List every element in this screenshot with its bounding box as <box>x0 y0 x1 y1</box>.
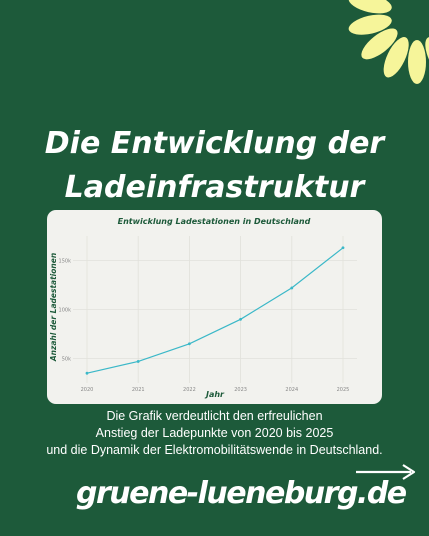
data-point <box>136 360 140 363</box>
x-tick-label: 2023 <box>234 387 247 393</box>
data-point <box>85 371 89 375</box>
series-line <box>86 247 344 374</box>
data-point <box>290 286 294 290</box>
data-point <box>188 342 191 346</box>
y-tick-label: 50k <box>62 357 71 363</box>
data-point <box>341 246 345 250</box>
sunflower-petal <box>361 28 398 60</box>
x-tick-label: 2021 <box>132 387 145 393</box>
caption-line-2: Anstieg der Ladepunkte von 2020 bis 2025 <box>95 426 334 440</box>
chart-title: Entwicklung Ladestationen in Deutschland <box>118 217 311 226</box>
sunflower-logo <box>348 0 429 84</box>
y-tick-label: 150k <box>59 259 72 265</box>
y-axis-label: Anzahl der Ladestationen <box>49 253 58 362</box>
arrow-right-icon <box>356 464 416 480</box>
y-tick-label: 100k <box>59 308 72 314</box>
sunflower-petal <box>383 37 409 78</box>
caption: Die Grafik verdeutlicht den erfreulichen… <box>0 408 429 459</box>
data-point <box>239 317 243 321</box>
sunflower-petal <box>348 0 392 14</box>
chart-card: Entwicklung Ladestationen in Deutschland… <box>47 210 382 404</box>
website-link[interactable]: gruene-lueneburg.de <box>76 476 407 511</box>
x-tick-label: 2025 <box>337 387 350 393</box>
x-axis-label: Jahr <box>204 390 225 399</box>
sunflower-petal <box>408 40 426 84</box>
page-title-line-1: Die Entwicklung der <box>44 126 385 161</box>
sunflower-petal <box>348 14 392 35</box>
caption-line-3: und die Dynamik der Elektromobilitätswen… <box>46 443 383 457</box>
caption-line-1: Die Grafik verdeutlicht den erfreulichen <box>106 409 323 423</box>
page-title-line-2: Ladeinfrastruktur <box>64 170 365 205</box>
x-tick-label: 2020 <box>81 387 94 393</box>
x-tick-label: 2024 <box>285 387 298 393</box>
x-tick-label: 2022 <box>183 387 196 393</box>
line-chart: Entwicklung Ladestationen in Deutschland… <box>49 217 357 399</box>
